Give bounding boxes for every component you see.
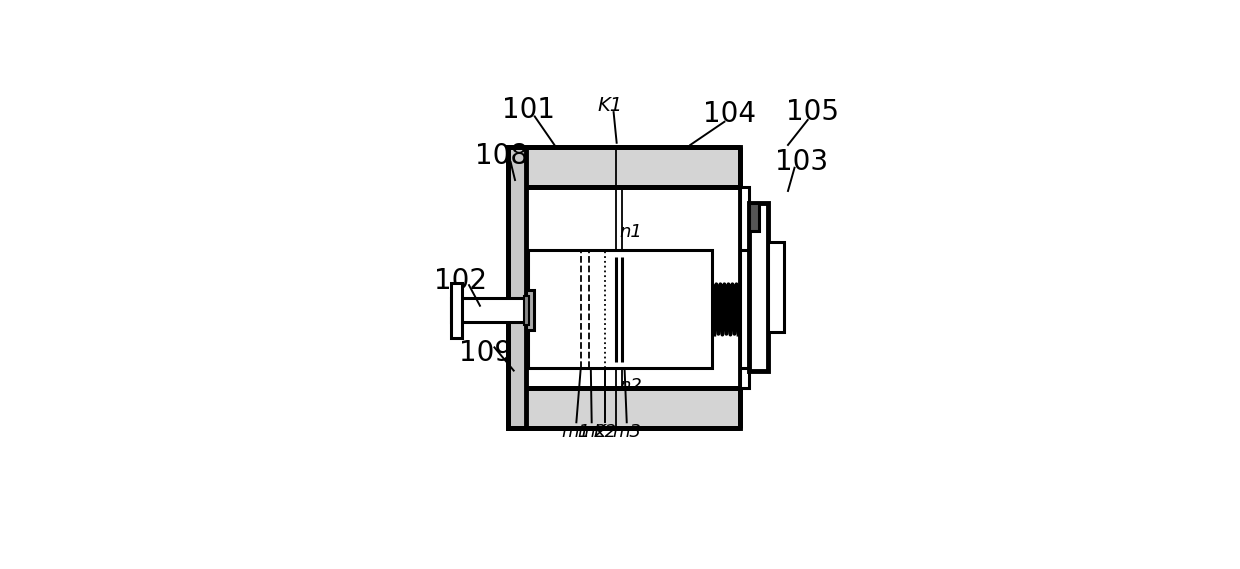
Text: K2: K2: [593, 423, 616, 441]
Text: m2: m2: [577, 423, 606, 441]
Text: 102: 102: [434, 267, 487, 295]
Text: n1: n1: [619, 224, 642, 241]
Bar: [451, 298, 528, 323]
Text: n2: n2: [619, 377, 642, 395]
Bar: [525, 296, 529, 325]
Text: m3: m3: [613, 423, 641, 441]
Bar: [451, 283, 463, 338]
Text: 105: 105: [786, 98, 839, 126]
Text: 109: 109: [459, 339, 512, 367]
Text: 108: 108: [475, 142, 528, 170]
Bar: [528, 250, 712, 368]
Bar: [526, 290, 534, 330]
Bar: [740, 187, 749, 388]
Bar: [769, 242, 784, 332]
Text: 104: 104: [703, 100, 756, 128]
Bar: [749, 203, 769, 372]
Text: m1: m1: [562, 423, 590, 441]
Bar: [508, 147, 526, 427]
Text: K1: K1: [598, 96, 622, 115]
Bar: [749, 203, 759, 231]
Text: 103: 103: [775, 149, 828, 176]
Bar: [508, 388, 740, 427]
Bar: [508, 147, 740, 187]
Text: 101: 101: [502, 96, 554, 124]
